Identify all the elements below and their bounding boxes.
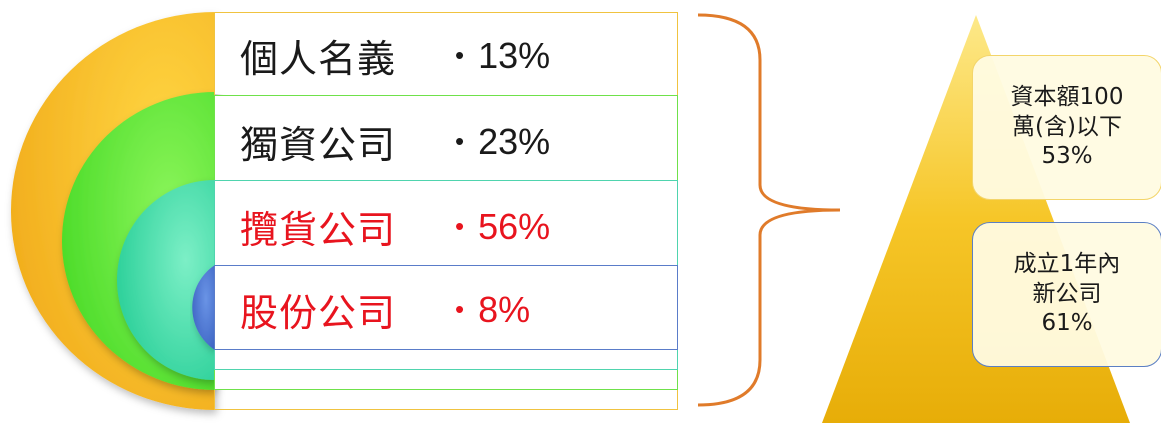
bullet-icon: • <box>455 211 465 241</box>
callout-capital-line-1: 資本額100 <box>1010 83 1124 110</box>
ring-percent-sole-proprietorship: 23% <box>478 120 551 162</box>
bullet-icon: • <box>455 294 465 324</box>
callout-new-company-line-3: 61% <box>1041 310 1093 337</box>
curly-brace <box>697 13 841 407</box>
bullet-icon: • <box>455 40 465 70</box>
callout-new-company-line-2: 新公司 <box>1032 280 1102 307</box>
ring-name-freight-company: 攬貨公司 <box>240 208 397 252</box>
ring-percent-freight-company: 56% <box>478 205 551 247</box>
ring-name-sole-proprietorship: 獨資公司 <box>240 123 397 167</box>
callout-capital-line-3: 53% <box>1041 143 1093 170</box>
ring-name-individual: 個人名義 <box>240 37 397 81</box>
callout-capital-line-2: 萬(含)以下 <box>1012 113 1122 140</box>
callout-capital: 資本額100 萬(含)以下 53% <box>972 55 1161 200</box>
callout-new-company: 成立1年內 新公司 61% <box>972 222 1161 367</box>
box-fill-top <box>215 13 677 94</box>
ring-label-2: 獨資公司 • 23% <box>240 114 660 169</box>
ring-percent-stock-company: 8% <box>478 288 531 330</box>
ring-percent-individual: 13% <box>478 34 551 76</box>
ring-label-1: 個人名義 • 13% <box>240 28 660 83</box>
box-border-4 <box>214 265 678 350</box>
ring-teal <box>117 180 215 380</box>
callout-new-company-line-1: 成立1年內 <box>1013 250 1121 277</box>
ring-label-3: 攬貨公司 • 56% <box>240 199 660 254</box>
ring-name-stock-company: 股份公司 <box>240 291 397 335</box>
bullet-icon: • <box>455 126 465 156</box>
ring-label-4: 股份公司 • 8% <box>240 282 660 337</box>
ring-blue <box>192 265 215 350</box>
